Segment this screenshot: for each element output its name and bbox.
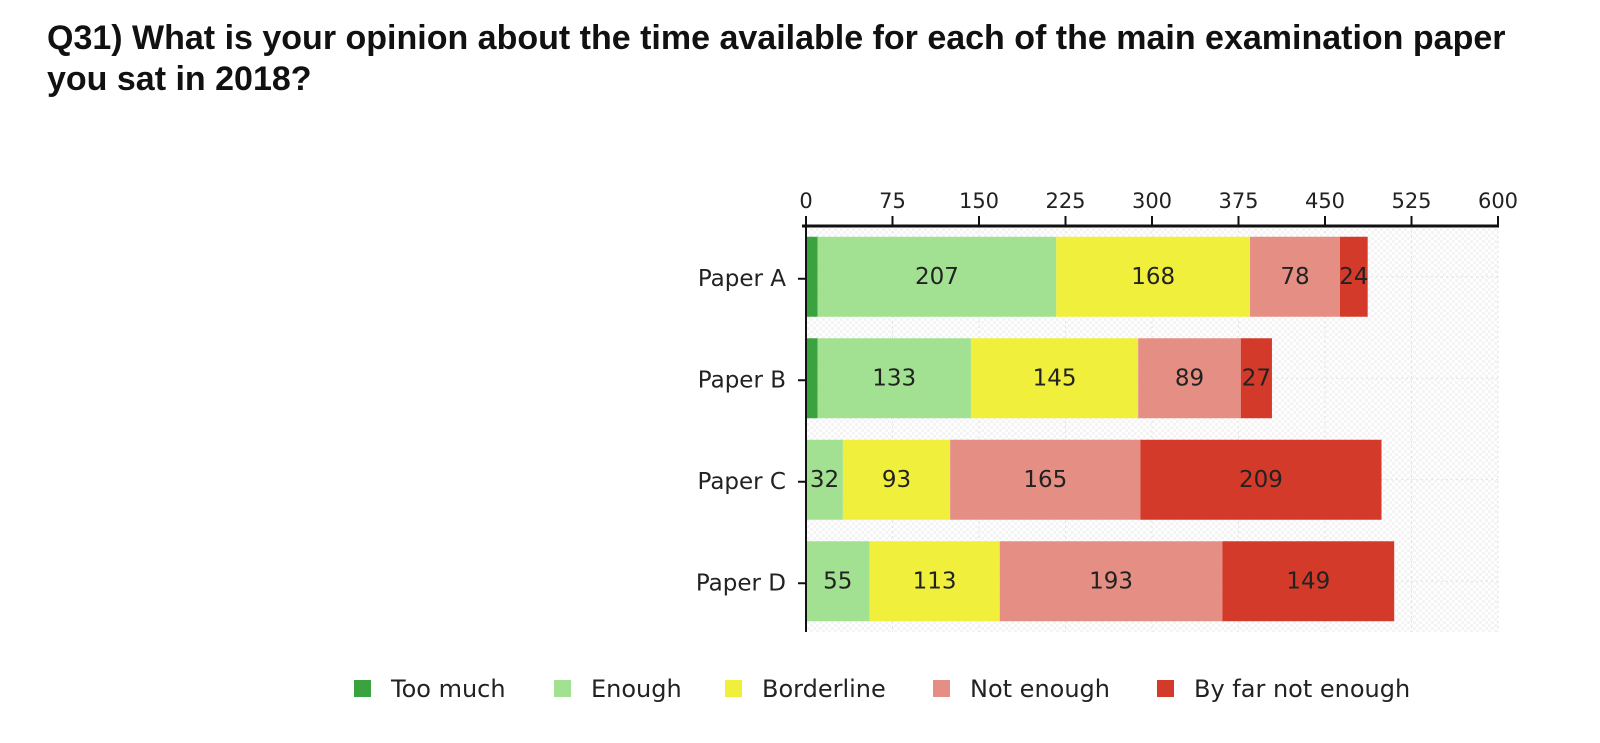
bar-segment: [970, 338, 1139, 419]
bar-segment: [1250, 236, 1340, 317]
legend-swatch: [933, 680, 950, 697]
x-tick-label: 0: [799, 189, 812, 213]
x-tick-label: 225: [1045, 189, 1085, 213]
bar-segment: [806, 541, 870, 622]
data-label: 24: [1339, 264, 1368, 290]
x-tick-label: 75: [879, 189, 906, 213]
bar-segment: [817, 236, 1057, 317]
bar-segment: [842, 439, 951, 520]
bar-segment: [1138, 338, 1241, 419]
bar-segment: [1240, 338, 1272, 419]
category-label: Paper C: [697, 469, 786, 495]
legend-swatch: [725, 680, 742, 697]
bar-segment: [806, 338, 818, 419]
legend-label: Too much: [390, 675, 506, 703]
x-tick-label: 300: [1132, 189, 1172, 213]
data-label: 55: [823, 568, 852, 594]
x-tick-label: 150: [959, 189, 999, 213]
x-tick-label: 375: [1218, 189, 1258, 213]
data-label: 168: [1131, 264, 1175, 290]
category-label: Paper B: [698, 367, 786, 393]
bar-segment: [806, 439, 843, 520]
data-label: 145: [1033, 365, 1077, 391]
data-label: 113: [913, 568, 957, 594]
chart-title: Q31) What is your opinion about the time…: [47, 19, 1506, 98]
data-label: 207: [915, 264, 959, 290]
bar-segment: [999, 541, 1223, 622]
legend: Too much Enough Borderline Not enough By far…: [354, 675, 1410, 703]
axes: 0 75 150 225 300 375 450 525 600 Paper A Paper B Pa…: [696, 189, 1518, 632]
bar-segment: [1339, 236, 1368, 317]
data-label: 193: [1089, 568, 1133, 594]
data-label: 27: [1242, 365, 1271, 391]
data-label: 32: [810, 467, 839, 493]
bars: 207 168 78 24 133 145 89 27 32 93 165 209 55 113 193 14…: [806, 236, 1395, 622]
data-label: 165: [1023, 467, 1067, 493]
bar-segment: [950, 439, 1141, 520]
bar-segment: [1222, 541, 1395, 622]
legend-swatch: [354, 680, 371, 697]
data-label: 78: [1280, 264, 1309, 290]
bar-segment: [806, 236, 818, 317]
data-label: 209: [1239, 467, 1283, 493]
x-tick-label: 525: [1391, 189, 1431, 213]
legend-swatch: [1157, 680, 1174, 697]
legend-label: By far not enough: [1194, 675, 1410, 703]
category-label: Paper A: [698, 266, 786, 292]
category-label: Paper D: [696, 570, 786, 596]
legend-label: Not enough: [970, 675, 1110, 703]
legend-label: Borderline: [762, 675, 886, 703]
bar-segment: [1056, 236, 1251, 317]
bar-segment: [869, 541, 1000, 622]
data-label: 89: [1175, 365, 1204, 391]
bar-segment: [817, 338, 971, 419]
x-tick-label: 450: [1305, 189, 1345, 213]
legend-swatch: [554, 680, 571, 697]
data-label: 93: [882, 467, 911, 493]
data-label: 149: [1286, 568, 1330, 594]
bar-segment: [1140, 439, 1382, 520]
x-tick-label: 600: [1478, 189, 1518, 213]
legend-label: Enough: [591, 675, 682, 703]
data-label: 133: [872, 365, 916, 391]
